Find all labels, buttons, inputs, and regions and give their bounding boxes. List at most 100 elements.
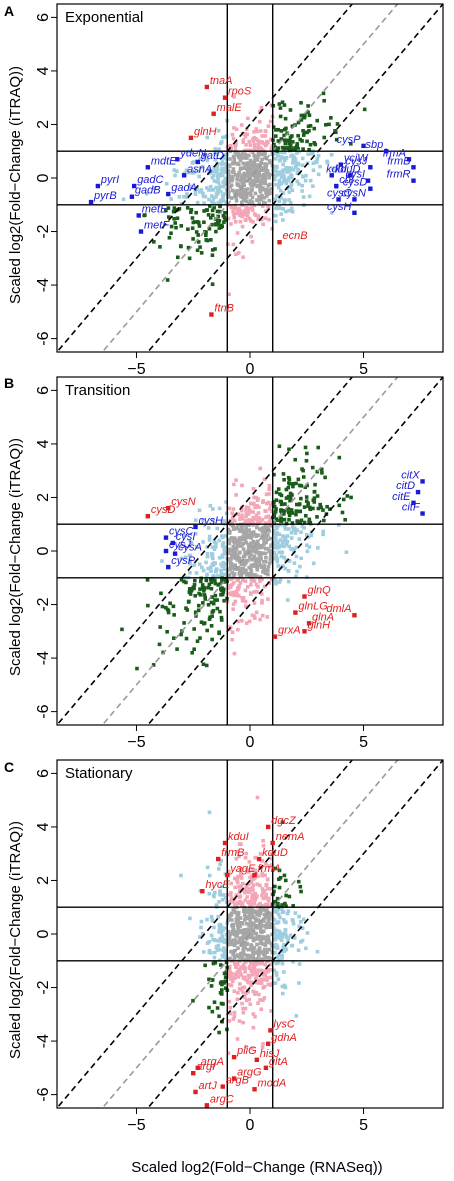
data-point — [289, 206, 294, 211]
data-point — [316, 153, 321, 158]
data-point — [256, 217, 261, 221]
y-tick-label: 6 — [35, 13, 52, 22]
data-point — [260, 545, 264, 550]
data-point — [286, 527, 291, 531]
data-point — [208, 577, 213, 582]
data-point — [280, 820, 285, 824]
data-point — [287, 481, 291, 485]
data-point — [217, 1030, 221, 1035]
data-point — [293, 457, 298, 462]
data-point — [165, 607, 170, 612]
labeled-point — [352, 197, 357, 202]
data-point — [241, 1020, 245, 1025]
data-point — [226, 937, 231, 941]
y-axis-title: Scaled log2(Fold−Change (iTRAQ)) — [7, 438, 24, 676]
data-point — [254, 495, 258, 500]
data-point — [300, 163, 305, 168]
data-point — [306, 104, 310, 108]
data-point — [227, 934, 232, 939]
data-point — [236, 930, 240, 935]
data-point — [238, 868, 243, 873]
data-point — [263, 956, 267, 961]
data-point — [277, 206, 282, 211]
data-point — [255, 546, 259, 551]
data-point — [120, 627, 124, 632]
data-point — [233, 540, 238, 545]
data-point — [249, 200, 254, 205]
data-point — [231, 242, 236, 247]
data-point — [261, 200, 266, 205]
data-point — [210, 248, 215, 252]
data-point — [268, 557, 273, 561]
data-point — [273, 509, 278, 514]
data-point — [290, 943, 295, 948]
data-point — [207, 873, 212, 878]
data-point — [204, 663, 209, 668]
data-point — [245, 195, 249, 200]
data-point — [286, 507, 291, 511]
data-point — [255, 129, 259, 134]
data-point — [295, 142, 300, 146]
data-point — [236, 975, 241, 979]
data-point — [254, 919, 258, 923]
data-point — [223, 549, 227, 553]
gene-label: pyrI — [100, 174, 119, 186]
data-point — [207, 1005, 211, 1010]
data-point — [227, 974, 232, 979]
data-point — [258, 190, 263, 194]
data-point — [246, 947, 251, 952]
data-point — [316, 445, 321, 450]
data-point — [252, 153, 256, 158]
data-point — [260, 134, 264, 138]
data-point — [210, 1009, 215, 1014]
data-point — [242, 554, 247, 559]
data-point — [266, 920, 270, 924]
data-point — [263, 521, 268, 526]
data-point — [244, 540, 249, 545]
data-point — [199, 188, 204, 192]
labeled-point — [136, 213, 141, 218]
panel-exponential: A Scaled log2(Fold−Change (iTRAQ)) tnaAr… — [4, 3, 444, 378]
data-point — [194, 531, 198, 536]
data-point — [226, 586, 231, 591]
data-point — [288, 143, 293, 148]
data-point — [267, 549, 271, 554]
data-point — [247, 206, 252, 211]
data-point — [249, 570, 254, 574]
data-point — [258, 173, 262, 178]
data-point — [241, 530, 246, 535]
data-point — [253, 573, 258, 577]
data-point — [262, 947, 267, 952]
x-tick-label: 0 — [246, 1117, 255, 1134]
data-point — [259, 935, 264, 939]
data-point — [268, 503, 273, 508]
data-point — [220, 1019, 224, 1024]
data-point — [285, 911, 290, 916]
data-point — [198, 935, 202, 939]
gene-label: glnQ — [307, 585, 331, 597]
data-point — [296, 879, 301, 884]
data-point — [264, 515, 268, 520]
data-point — [172, 636, 176, 640]
data-point — [241, 963, 246, 967]
data-point — [239, 153, 243, 158]
data-point — [252, 564, 257, 568]
data-point — [238, 209, 243, 213]
data-point — [281, 171, 285, 176]
data-point — [218, 889, 222, 893]
data-point — [274, 961, 279, 966]
data-point — [274, 970, 279, 975]
labeled-point — [163, 548, 169, 554]
data-point — [229, 939, 233, 943]
data-point — [251, 888, 255, 893]
data-point — [212, 547, 217, 552]
data-point — [296, 120, 301, 125]
data-point — [217, 923, 222, 927]
data-point — [255, 973, 259, 978]
data-point — [278, 188, 283, 193]
data-point — [272, 528, 276, 533]
data-point — [229, 553, 234, 557]
data-point — [240, 156, 245, 160]
data-point — [231, 524, 235, 528]
data-point — [238, 544, 243, 548]
